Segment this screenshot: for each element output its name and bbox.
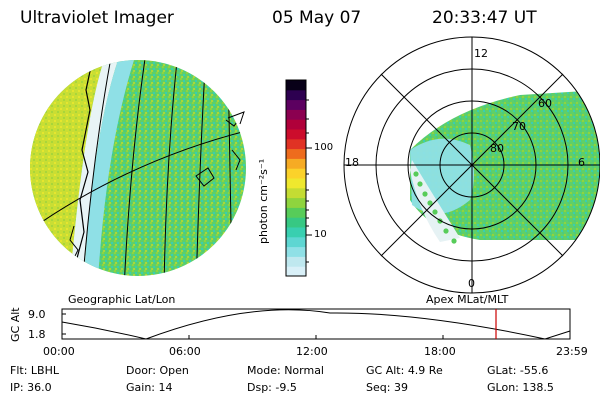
- mlt-label-12: 12: [474, 47, 488, 60]
- colorbar-cell: [286, 217, 306, 228]
- colorbar-cell: [286, 227, 306, 238]
- colorbar-cell: [286, 80, 306, 91]
- colorbar-ticks: [306, 99, 312, 263]
- colorbar-tick-10: 10: [314, 229, 327, 240]
- time-tick-0000: 00:00: [43, 345, 75, 358]
- altitude-axis-label: GC Alt: [9, 307, 22, 342]
- altitude-ytick-min: 1.8: [28, 328, 46, 341]
- colorbar-cell: [286, 168, 306, 179]
- info-mode: Mode: Normal: [247, 364, 324, 377]
- colorbar-cells: [286, 80, 306, 277]
- info-dsp: Dsp: -9.5: [247, 381, 297, 394]
- colorbar-cell: [286, 207, 306, 218]
- info-gc-alt: GC Alt: 4.9 Re: [366, 364, 443, 377]
- time-tick-1200: 12:00: [296, 345, 328, 358]
- globe-projection-label: Geographic Lat/Lon: [68, 293, 176, 306]
- info-door: Door: Open: [126, 364, 189, 377]
- colorbar-tick-100: 100: [314, 142, 334, 153]
- colorbar-cell: [286, 246, 306, 257]
- info-flt: Flt: LBHL: [10, 364, 59, 377]
- colorbar-cell: [286, 99, 306, 110]
- colorbar-cell: [286, 187, 306, 199]
- colorbar-cell: [286, 197, 306, 208]
- globe-disk: [30, 60, 246, 276]
- time-tick-2359: 23:59: [556, 345, 588, 358]
- colorbar-cell: [286, 148, 306, 159]
- altitude-plot-ticks: [62, 313, 444, 339]
- time-tick-1800: 18:00: [424, 345, 456, 358]
- altitude-ytick-max: 9.0: [28, 308, 46, 321]
- colorbar-cell: [286, 109, 306, 120]
- observation-time: 20:33:47 UT: [432, 8, 537, 28]
- mlt-label-18: 18: [345, 156, 359, 169]
- colorbar-cell: [286, 158, 306, 169]
- altitude-plot-frame: [61, 308, 571, 340]
- colorbar-cell: [286, 178, 306, 189]
- colorbar-cell: [286, 119, 306, 130]
- colorbar-cell: [286, 256, 306, 267]
- mlat-label-60: 60: [538, 97, 552, 110]
- info-glon: GLon: 138.5: [487, 381, 554, 394]
- altitude-curve: [61, 309, 571, 340]
- polar-coordinate-label: Apex MLat/MLT: [426, 293, 509, 306]
- mlt-label-6: 6: [578, 156, 585, 169]
- colorbar-cell: [286, 266, 306, 277]
- info-gain: Gain: 14: [126, 381, 173, 394]
- colorbar-cell: [286, 129, 306, 140]
- mlt-label-0: 0: [468, 277, 475, 290]
- mlat-label-80: 80: [490, 142, 504, 155]
- colorbar-frame: [285, 79, 307, 277]
- info-seq: Seq: 39: [366, 381, 408, 394]
- info-glat: GLat: -55.6: [487, 364, 549, 377]
- info-ip: IP: 36.0: [10, 381, 52, 394]
- mlat-label-70: 70: [512, 120, 526, 133]
- colorbar-cell: [286, 138, 306, 150]
- polar-oval-points: [413, 171, 457, 244]
- instrument-title: Ultraviolet Imager: [20, 8, 174, 28]
- polar-grid: [343, 36, 600, 294]
- observation-date: 05 May 07: [272, 8, 362, 28]
- time-tick-0600: 06:00: [169, 345, 201, 358]
- colorbar-cell: [286, 89, 306, 101]
- colorbar-cell: [286, 236, 306, 248]
